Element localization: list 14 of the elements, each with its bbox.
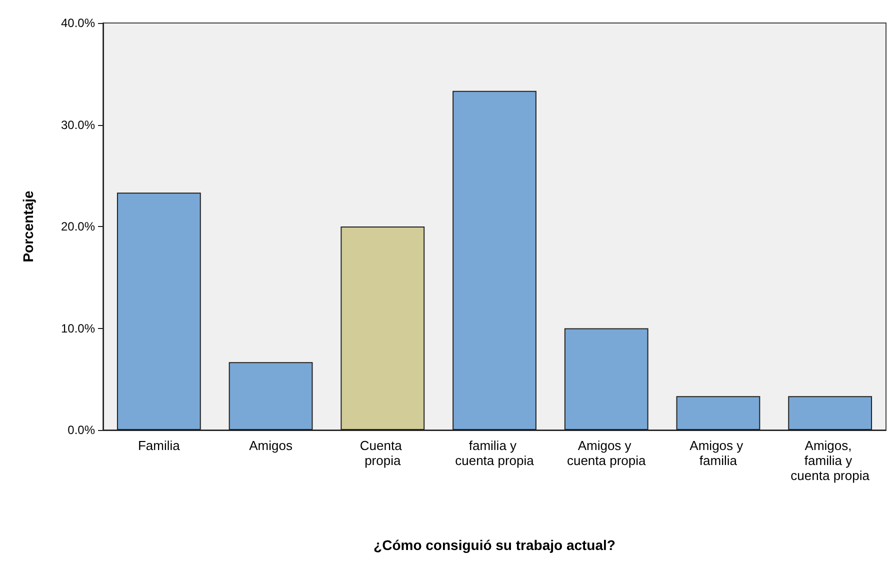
x-axis-title: ¿Cómo consiguió su trabajo actual? xyxy=(374,537,616,553)
x-tick-label: Cuenta propia xyxy=(360,438,406,468)
x-tick-label: Familia xyxy=(138,438,181,453)
x-tick-label: Amigos xyxy=(249,438,293,453)
y-tick-label: 10.0% xyxy=(60,321,96,336)
y-axis-title: Porcentaje xyxy=(20,190,36,262)
x-tick-label: familia y cuenta propia xyxy=(455,438,535,468)
y-tick-label: 30.0% xyxy=(60,118,96,132)
y-tick-label: 0.0% xyxy=(68,423,96,437)
y-tick-label: 40.0% xyxy=(60,16,96,30)
x-tick-label: Amigos, familia y cuenta propia xyxy=(790,438,870,483)
x-tick-label: Amigos y familia xyxy=(690,438,747,468)
y-tick-label: 20.0% xyxy=(60,220,96,234)
x-tick-label: Amigos y cuenta propia xyxy=(566,438,647,468)
